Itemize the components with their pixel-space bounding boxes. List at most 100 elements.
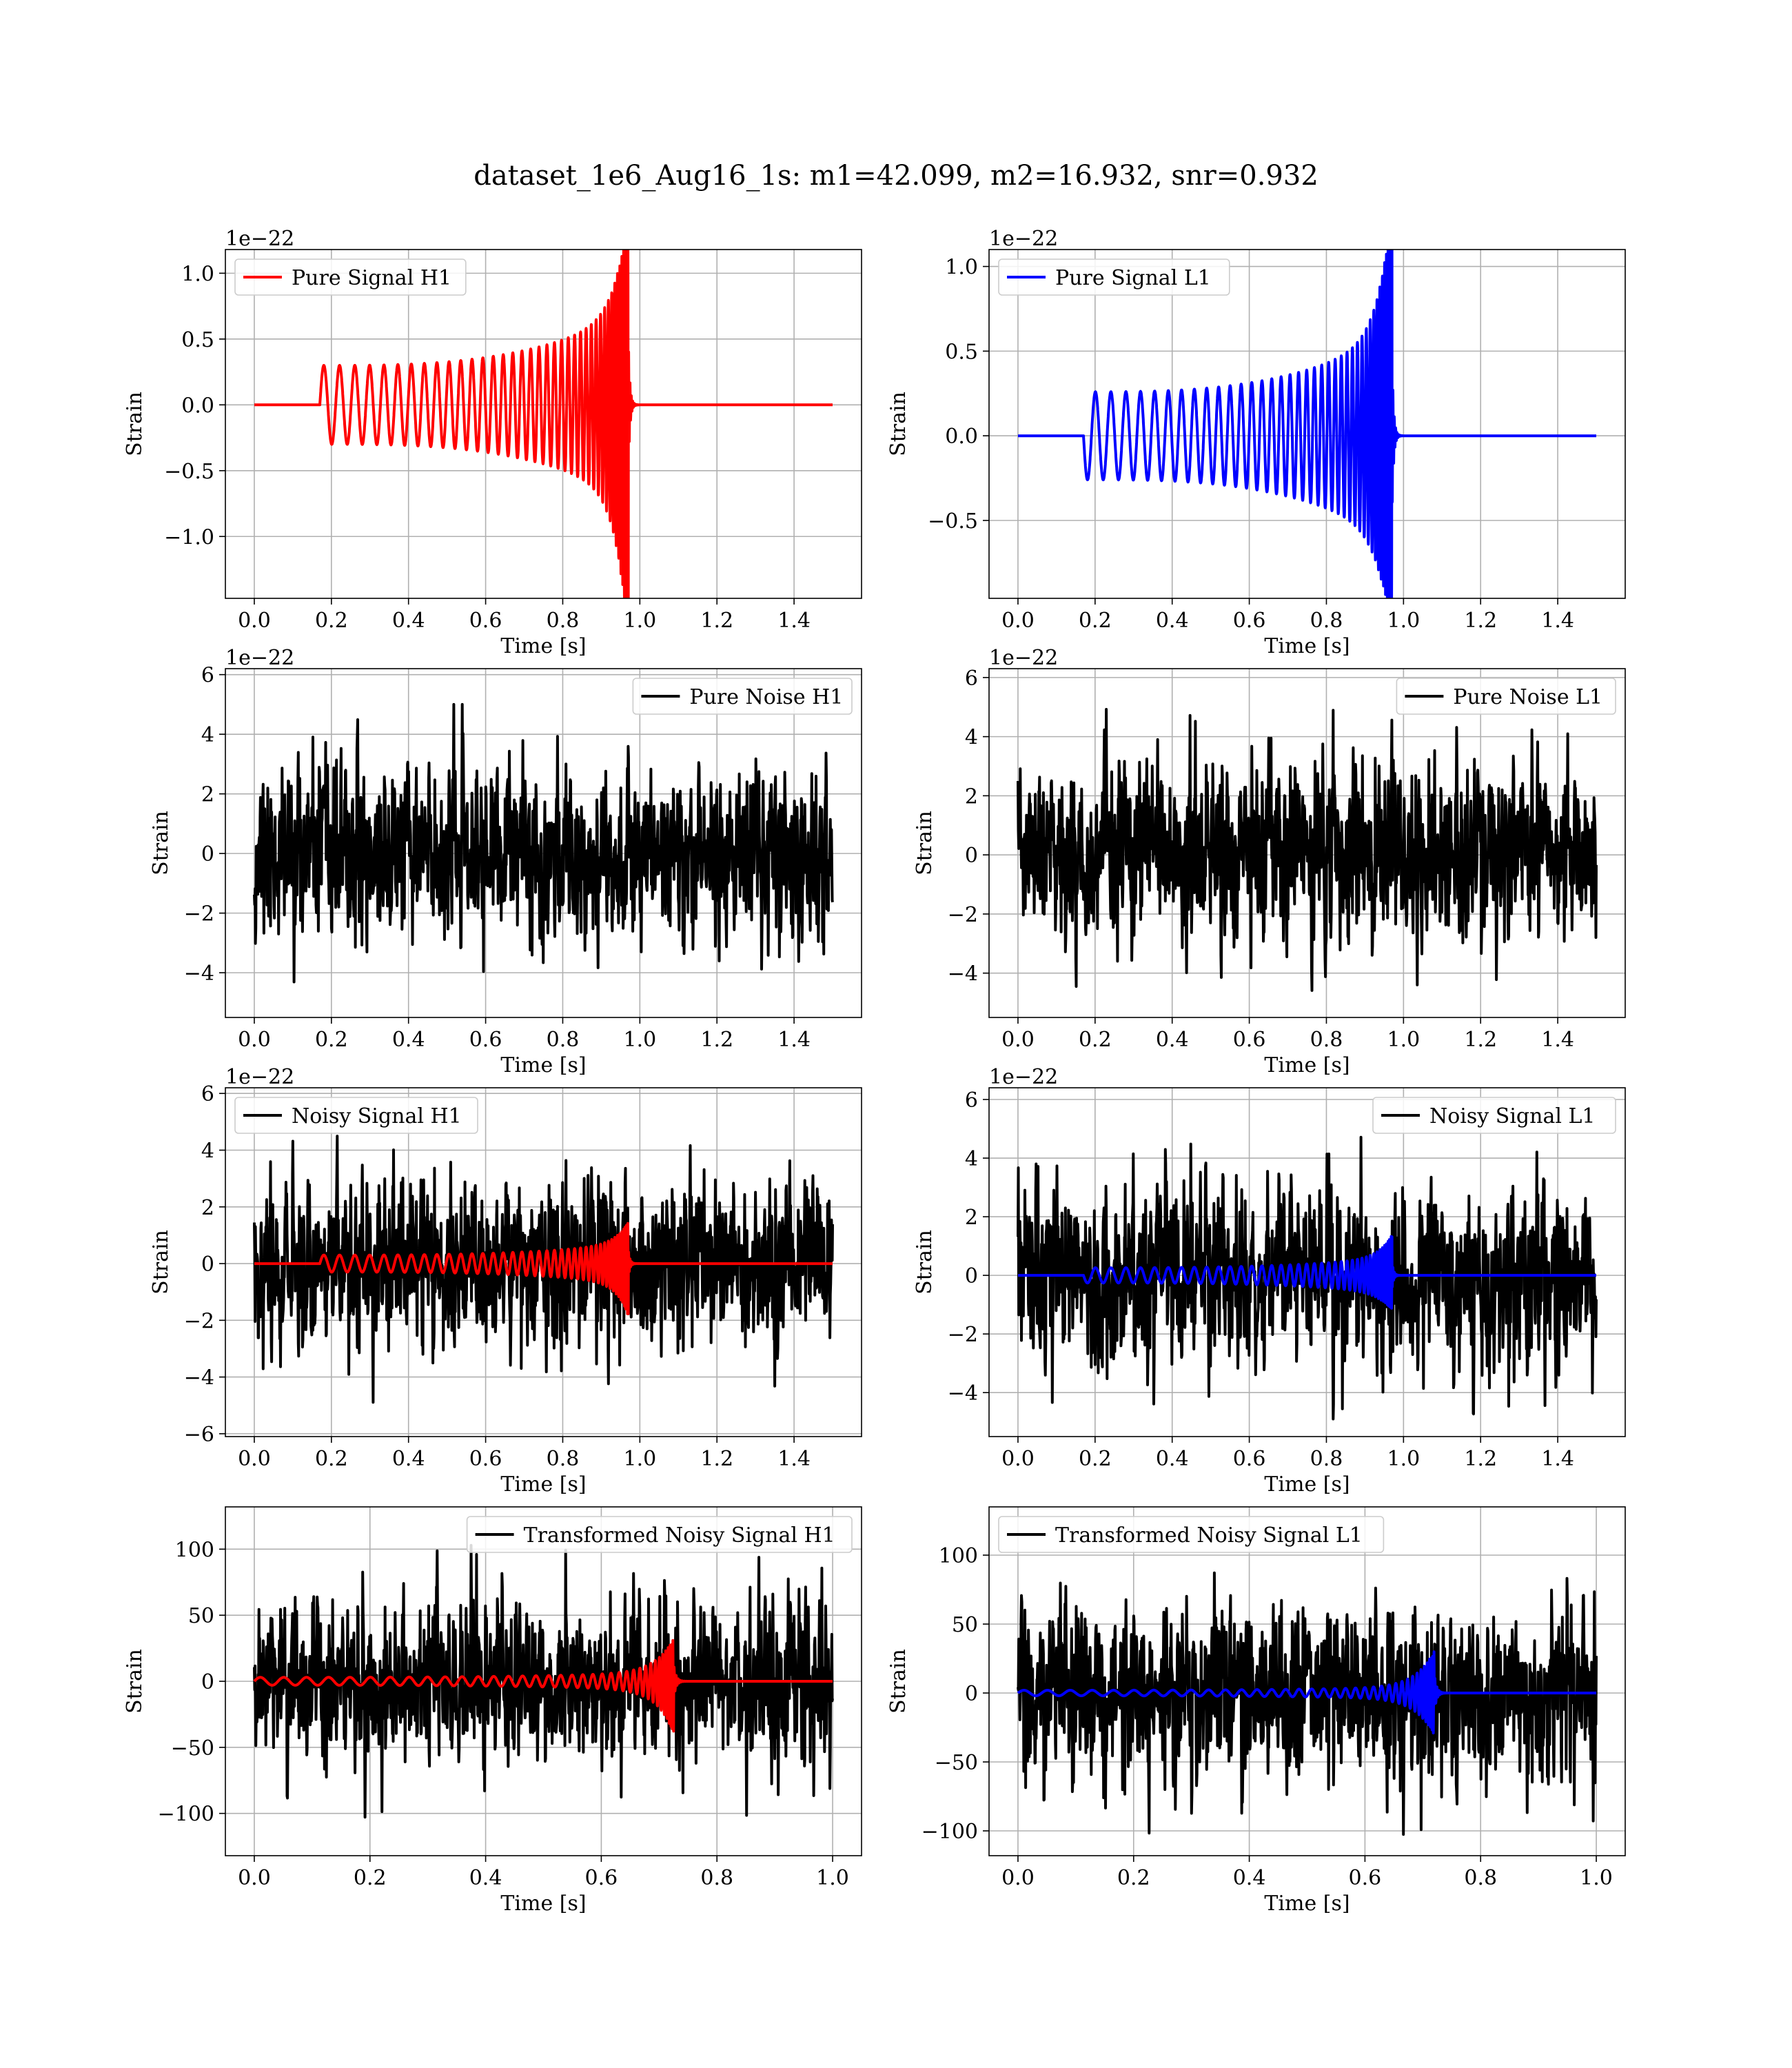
series-line-0 <box>1017 1135 1598 1421</box>
y-tick-label: 0 <box>201 842 214 866</box>
x-tick-label: 1.4 <box>1541 1447 1574 1471</box>
series-line-0 <box>1018 250 1596 598</box>
x-tick-label: 0.6 <box>585 1866 618 1890</box>
y-tick-label: −0.5 <box>928 509 978 534</box>
x-tick-label: 0.8 <box>1310 609 1343 633</box>
legend-label: Noisy Signal L1 <box>1429 1104 1595 1128</box>
y-tick-label: 6 <box>201 1082 214 1106</box>
legend-box <box>632 678 853 715</box>
x-tick-label: 0.4 <box>469 1866 502 1890</box>
y-tick-label: −100 <box>922 1820 978 1844</box>
y-tick-label: 2 <box>965 784 978 809</box>
x-tick-label: 0.4 <box>392 1028 425 1052</box>
series-line-1 <box>253 1639 833 1733</box>
y-axis-label: Strain <box>123 392 147 456</box>
offset-label: 1e−22 <box>225 646 294 670</box>
legend: Pure Signal L1 <box>998 258 1230 296</box>
y-tick-label: 2 <box>201 1196 214 1220</box>
y-tick-label: 50 <box>188 1604 214 1628</box>
series-line-0 <box>253 1543 834 1819</box>
y-tick-label: 0.0 <box>945 425 978 449</box>
axes-frame <box>988 1087 1626 1437</box>
series-line-1 <box>1018 1235 1596 1310</box>
legend: Transformed Noisy Signal L1 <box>998 1516 1385 1553</box>
panel-transformed-noisy-signal-h1: 0.0 0.2 0.4 0.6 0.8 1.0 −100 −50 0 50 100 Time [s] S… <box>123 1506 862 1916</box>
x-axis-label: Time [s] <box>1264 634 1350 658</box>
legend-box <box>1372 1097 1616 1134</box>
axes-frame <box>988 249 1626 599</box>
series-line-0 <box>1017 708 1598 992</box>
x-tick-label: 0.0 <box>238 1866 271 1890</box>
y-tick-label: 0 <box>201 1670 214 1694</box>
x-tick-label: 0.0 <box>238 609 271 633</box>
y-tick-label: −0.5 <box>164 460 214 484</box>
x-tick-label: 0.8 <box>1464 1866 1497 1890</box>
x-tick-label: 0.0 <box>1001 1866 1035 1890</box>
y-tick-label: 4 <box>201 723 214 747</box>
x-tick-label: 0.6 <box>1233 609 1266 633</box>
panel-pure-noise-l1: 0.0 0.2 0.4 0.6 0.8 1.0 1.2 1.4 −4 −2 0 2 4 6 Time [s]… <box>913 646 1626 1077</box>
x-tick-label: 0.2 <box>1079 609 1112 633</box>
x-tick-label: 0.8 <box>547 1028 580 1052</box>
panels: 0.0 0.2 0.4 0.6 0.8 1.0 1.2 1.4 −1.0 −0.5 0.0 0.5 1.… <box>123 227 1626 1916</box>
y-tick-label: −2 <box>184 902 214 926</box>
y-tick-label: 0.0 <box>181 394 214 418</box>
x-tick-label: 1.0 <box>1387 1028 1420 1052</box>
y-tick-label: 50 <box>952 1613 978 1637</box>
x-tick-label: 0.8 <box>547 609 580 633</box>
y-tick-label: 6 <box>201 664 214 688</box>
panel-transformed-noisy-signal-l1: 0.0 0.2 0.4 0.6 0.8 1.0 −100 −50 0 50 100 Time [s] S… <box>886 1506 1626 1916</box>
x-tick-label: 0.4 <box>392 609 425 633</box>
y-tick-label: 100 <box>939 1544 978 1568</box>
x-tick-label: 1.0 <box>623 609 656 633</box>
y-tick-label: −4 <box>948 1381 978 1406</box>
y-tick-label: −4 <box>184 1366 214 1390</box>
axes-frame <box>988 668 1626 1018</box>
legend: Noisy Signal L1 <box>1372 1097 1616 1134</box>
x-axis-label: Time [s] <box>1264 1053 1350 1077</box>
plot-area <box>254 250 833 598</box>
x-tick-label: 0.8 <box>1310 1447 1343 1471</box>
panel-pure-signal-l1: 0.0 0.2 0.4 0.6 0.8 1.0 1.2 1.4 −0.5 0.0 0.5 1.0 Tim… <box>886 227 1626 658</box>
legend-box <box>998 1516 1385 1553</box>
x-tick-label: 0.8 <box>700 1866 733 1890</box>
x-tick-label: 0.6 <box>469 1028 502 1052</box>
y-tick-label: −2 <box>948 1323 978 1347</box>
plot-area <box>253 1135 834 1404</box>
legend: Transformed Noisy Signal H1 <box>466 1516 853 1553</box>
axes-frame <box>225 668 862 1018</box>
legend-label: Pure Noise L1 <box>1453 685 1602 709</box>
x-tick-label: 0.2 <box>354 1866 387 1890</box>
y-tick-label: 1.0 <box>181 262 214 286</box>
axes-frame <box>225 1087 862 1437</box>
x-tick-label: 0.6 <box>469 609 502 633</box>
series-line-1 <box>1017 1650 1596 1734</box>
y-axis-label: Strain <box>123 1649 147 1714</box>
x-tick-label: 1.4 <box>777 1028 811 1052</box>
legend: Noisy Signal H1 <box>234 1097 478 1134</box>
y-tick-label: −50 <box>171 1736 214 1761</box>
x-tick-label: 1.2 <box>700 609 733 633</box>
y-tick-label: −1.0 <box>164 525 214 549</box>
x-tick-label: 1.4 <box>1541 609 1574 633</box>
x-tick-label: 0.2 <box>1079 1447 1112 1471</box>
legend-box <box>1396 678 1616 715</box>
y-tick-label: 0 <box>965 1682 978 1706</box>
y-tick-label: −50 <box>935 1751 978 1775</box>
series-line-0 <box>253 1135 834 1404</box>
y-tick-label: −6 <box>184 1423 214 1447</box>
x-tick-label: 0.6 <box>1349 1866 1382 1890</box>
x-tick-label: 1.2 <box>700 1447 733 1471</box>
y-axis-label: Strain <box>913 1230 937 1295</box>
y-tick-label: 0 <box>201 1253 214 1277</box>
x-tick-label: 1.2 <box>700 1028 733 1052</box>
x-tick-label: 0.0 <box>238 1028 271 1052</box>
x-tick-label: 0.6 <box>1233 1447 1266 1471</box>
legend: Pure Noise H1 <box>632 678 853 715</box>
x-tick-label: 1.4 <box>777 1447 811 1471</box>
legend-box <box>234 258 467 296</box>
offset-label: 1e−22 <box>989 1065 1058 1089</box>
y-tick-label: 0.5 <box>181 328 214 352</box>
y-axis-label: Strain <box>913 811 937 875</box>
